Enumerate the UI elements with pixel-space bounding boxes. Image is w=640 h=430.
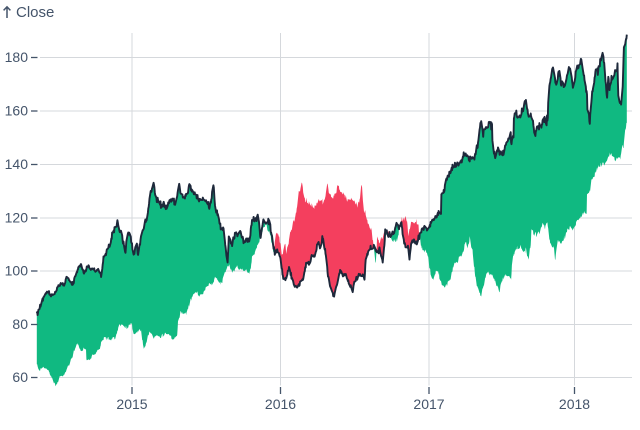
svg-text:80: 80 [12, 316, 28, 332]
svg-text:180: 180 [5, 49, 29, 65]
svg-text:60: 60 [12, 369, 28, 385]
svg-text:Close: Close [16, 4, 54, 21]
svg-text:160: 160 [5, 103, 29, 119]
svg-text:120: 120 [5, 210, 29, 226]
svg-text:2015: 2015 [116, 396, 147, 412]
svg-text:100: 100 [5, 263, 29, 279]
svg-text:2017: 2017 [413, 396, 444, 412]
svg-text:2016: 2016 [265, 396, 296, 412]
svg-text:140: 140 [5, 156, 29, 172]
svg-text:2018: 2018 [559, 396, 590, 412]
